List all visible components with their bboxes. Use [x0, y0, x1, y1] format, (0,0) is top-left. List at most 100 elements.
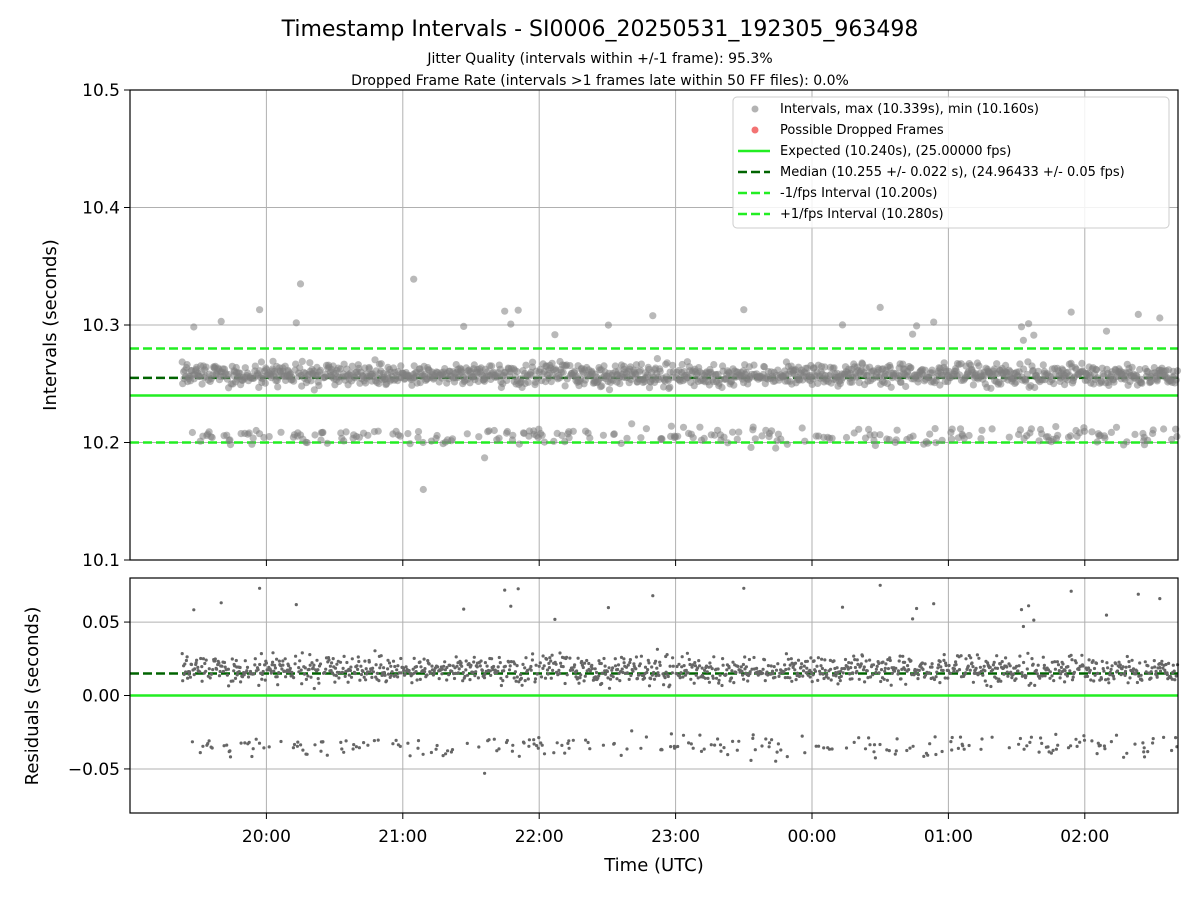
interval-point — [1168, 435, 1176, 444]
residual-point — [863, 680, 867, 684]
interval-point — [719, 362, 727, 370]
residual-point — [898, 654, 902, 658]
residual-point — [849, 666, 853, 670]
interval-point — [948, 435, 956, 443]
residual-point — [1063, 669, 1067, 673]
residual-point — [426, 659, 430, 663]
residual-point — [1144, 670, 1148, 674]
interval-point — [674, 432, 682, 440]
residual-point — [181, 679, 185, 683]
residual-point — [419, 665, 423, 669]
interval-point — [870, 431, 879, 439]
residual-point — [620, 667, 624, 671]
residual-point — [527, 738, 532, 742]
interval-point — [1023, 370, 1031, 378]
residual-point — [242, 673, 246, 677]
residual-point — [450, 748, 455, 752]
residual-point — [647, 684, 652, 688]
interval-point — [371, 356, 379, 364]
interval-point — [566, 362, 574, 370]
interval-point — [292, 319, 300, 327]
residual-point — [751, 736, 755, 741]
residual-point — [393, 664, 397, 669]
residual-point — [1054, 747, 1058, 751]
residual-point — [593, 667, 597, 671]
residual-point — [1171, 663, 1175, 667]
interval-point — [1110, 378, 1118, 386]
residual-point — [273, 663, 277, 667]
residual-point — [1124, 665, 1128, 669]
residual-point — [364, 678, 368, 682]
residual-point — [872, 743, 877, 747]
interval-point — [374, 427, 382, 435]
residual-point — [1174, 736, 1178, 740]
residual-point — [1049, 751, 1053, 755]
residual-point — [717, 681, 721, 685]
residual-point — [627, 677, 631, 682]
residual-point — [805, 659, 810, 663]
residual-point — [330, 671, 334, 675]
residual-point — [583, 674, 587, 678]
interval-point — [406, 440, 414, 448]
residual-point — [841, 671, 845, 675]
residual-point — [1095, 752, 1099, 756]
residual-point — [1066, 746, 1071, 750]
interval-point — [598, 382, 606, 390]
residual-point — [386, 667, 390, 671]
intervals-y-tick-label-0: 10.1 — [82, 551, 120, 571]
residual-point — [1065, 674, 1069, 678]
interval-point — [1067, 308, 1075, 316]
residual-point — [185, 655, 189, 659]
residual-point — [789, 657, 793, 661]
residual-point — [962, 747, 966, 751]
residual-point — [270, 663, 274, 667]
residual-point — [1054, 732, 1058, 737]
residual-point — [790, 679, 794, 683]
residual-point — [896, 669, 901, 673]
residual-point — [281, 663, 285, 667]
residual-point — [496, 665, 500, 669]
residual-point — [192, 608, 196, 612]
residual-point — [868, 743, 872, 747]
residual-point — [283, 657, 287, 661]
residual-point — [1057, 669, 1061, 673]
interval-point — [317, 436, 325, 444]
residual-point — [471, 670, 475, 675]
residual-point — [497, 655, 501, 660]
residual-point — [1099, 677, 1103, 681]
residual-point — [836, 682, 840, 686]
residual-point — [857, 736, 861, 740]
residual-point — [954, 660, 958, 664]
residual-point — [377, 679, 381, 683]
residual-point — [359, 672, 364, 677]
residual-point — [356, 655, 360, 659]
residual-point — [709, 743, 713, 747]
residual-point — [505, 738, 509, 743]
residual-point — [1091, 659, 1095, 663]
residual-point — [716, 667, 720, 671]
residual-point — [1010, 676, 1014, 680]
residual-point — [195, 658, 199, 662]
residual-point — [909, 659, 913, 663]
residual-point — [888, 656, 892, 660]
interval-point — [559, 368, 567, 376]
residual-point — [339, 740, 343, 745]
residual-point — [879, 668, 884, 672]
residual-point — [1005, 665, 1009, 669]
residual-point — [287, 664, 291, 668]
legend-item-plus-fps: +1/fps Interval (10.280s) — [738, 207, 944, 222]
residual-point — [1170, 748, 1174, 753]
residual-point — [1018, 654, 1022, 658]
residual-point — [871, 663, 876, 667]
residual-point — [787, 667, 791, 671]
residual-point — [239, 680, 243, 684]
residual-point — [324, 667, 328, 671]
residual-point — [310, 661, 314, 665]
interval-point — [696, 423, 704, 431]
residual-point — [877, 671, 881, 675]
intervals-y-tick-label-4: 10.5 — [82, 81, 120, 101]
residual-point — [922, 754, 926, 759]
residual-point — [946, 676, 950, 680]
residual-point — [681, 675, 685, 679]
